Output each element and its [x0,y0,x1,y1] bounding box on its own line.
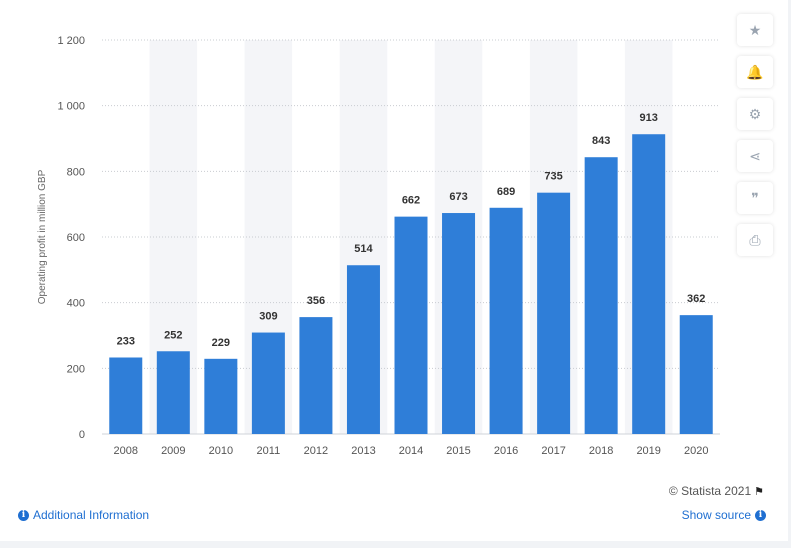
show-source-label: Show source [681,508,751,522]
info-icon: i [755,509,766,521]
bar [394,216,428,434]
credit-text: © Statista 2021 [668,484,752,498]
y-tick-label: 200 [67,363,85,375]
bar [584,157,618,434]
additional-information-link[interactable]: i Additional Information [18,508,149,522]
data-label: 356 [307,295,325,307]
y-tick-label: 0 [79,429,85,441]
settings-button[interactable]: ⚙ [737,98,773,130]
chart-toolbar: ★ 🔔 ⚙ ⋖ ❞ ⎙ [737,14,773,266]
show-source-link[interactable]: Show source i [682,508,766,522]
data-label: 735 [544,171,562,183]
share-icon: ⋖ [749,147,761,164]
x-tick-label: 2016 [494,445,518,457]
data-label: 309 [259,311,277,323]
bar [679,315,713,434]
x-tick-label: 2020 [684,445,708,457]
x-tick-label: 2012 [304,445,328,457]
print-button[interactable]: ⎙ [737,224,773,256]
x-tick-label: 2018 [589,445,613,457]
bar [346,265,380,434]
bar [204,358,238,434]
star-icon: ★ [748,21,762,38]
additional-information-label: Additional Information [33,508,150,522]
favorite-button[interactable]: ★ [737,14,773,46]
x-tick-label: 2015 [446,445,470,457]
x-tick-label: 2011 [257,445,281,457]
data-label: 252 [164,329,182,341]
bar [442,213,476,434]
y-tick-label: 1 200 [57,35,85,47]
x-tick-label: 2013 [351,445,375,457]
y-axis-title: Operating profit in million GBP [37,169,48,304]
data-label: 673 [449,191,467,203]
x-tick-label: 2014 [399,445,423,457]
notification-button[interactable]: 🔔 [737,56,773,88]
quote-icon: ❞ [751,189,759,206]
bar [632,134,666,434]
gear-icon: ⚙ [748,105,762,122]
bar [109,357,143,434]
data-label: 229 [212,337,230,349]
x-tick-label: 2010 [209,445,233,457]
data-label: 689 [497,186,515,198]
y-tick-label: 400 [67,298,85,310]
bar [156,351,190,434]
data-label: 913 [640,112,658,124]
bar [299,317,333,434]
x-tick-label: 2019 [636,445,660,457]
data-label: 233 [117,335,135,347]
x-tick-label: 2009 [161,445,185,457]
bar [251,332,285,434]
data-label: 362 [687,293,705,305]
data-label: 843 [592,135,610,147]
cite-button[interactable]: ❞ [737,182,773,214]
share-button[interactable]: ⋖ [737,140,773,172]
y-tick-label: 1 000 [57,101,85,113]
bar [489,207,523,434]
print-icon: ⎙ [749,231,761,248]
bell-icon: 🔔 [746,63,764,80]
statista-credit[interactable]: © Statista 2021 ⚑ [669,484,764,498]
data-label: 514 [354,243,373,255]
y-tick-label: 800 [67,166,85,178]
x-tick-label: 2008 [114,445,138,457]
x-tick-label: 2017 [541,445,565,457]
y-tick-label: 600 [67,232,85,244]
bar [537,192,571,434]
data-label: 662 [402,195,420,207]
info-icon: i [18,509,29,521]
flag-icon: ⚑ [754,486,764,498]
